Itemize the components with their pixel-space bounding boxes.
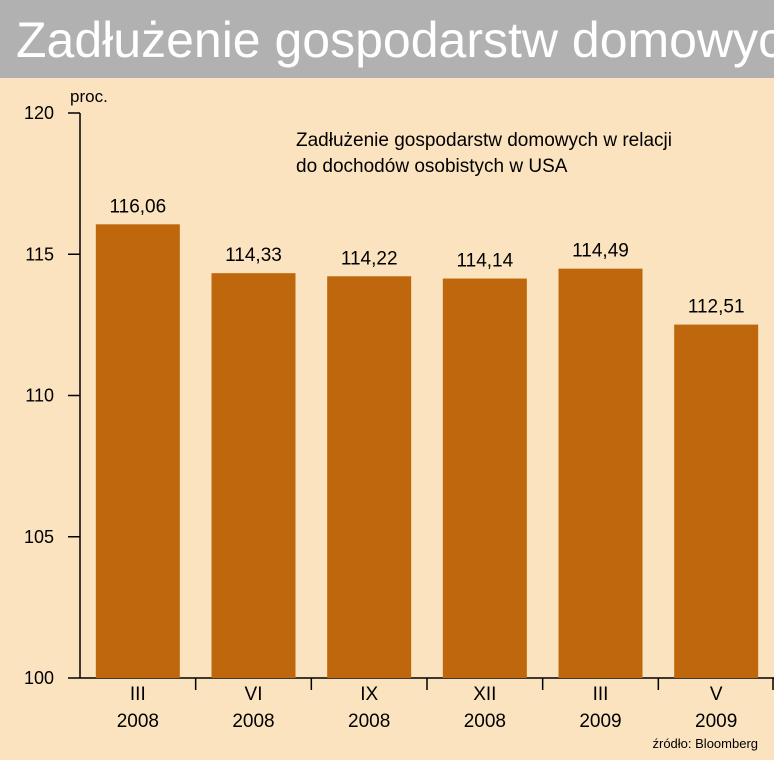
y-tick-label: 120 <box>24 103 54 123</box>
data-label: 114,14 <box>456 251 513 272</box>
x-tick-label: XII <box>473 684 496 705</box>
bar <box>442 278 527 678</box>
y-tick-label: 105 <box>24 527 54 547</box>
bar <box>558 268 643 678</box>
bar <box>211 273 296 678</box>
x-tick-label: III <box>130 684 146 705</box>
x-tick-label: V <box>710 684 723 705</box>
y-tick-label: 110 <box>25 386 54 406</box>
x-tick-label: III <box>593 684 609 705</box>
x-tick-label: IX <box>360 684 378 705</box>
y-tick-label: 115 <box>25 244 54 264</box>
data-label: 116,06 <box>109 196 166 217</box>
y-tick-label: 100 <box>24 668 54 688</box>
title-bar: Zadłużenie gospodarstw domowych <box>0 0 774 78</box>
x-tick-label: 2008 <box>348 711 390 732</box>
x-tick-label: 2008 <box>232 711 274 732</box>
data-label: 112,51 <box>688 297 745 318</box>
chart-subtitle: Zadłużenie gospodarstw domowych w relacj… <box>296 130 672 151</box>
x-tick-label: 2009 <box>695 711 737 732</box>
x-tick-label: 2008 <box>117 711 159 732</box>
x-tick-label: VI <box>245 684 263 705</box>
bar <box>327 276 412 678</box>
y-axis-label: proc. <box>70 87 108 106</box>
data-label: 114,33 <box>225 245 282 266</box>
source-note: źródło: Bloomberg <box>652 736 759 751</box>
page-title: Zadłużenie gospodarstw domowych <box>16 12 774 68</box>
bar <box>674 324 759 678</box>
data-label: 114,22 <box>341 248 398 269</box>
x-tick-label: 2008 <box>464 711 506 732</box>
x-tick-label: 2009 <box>579 711 621 732</box>
chart-subtitle: do dochodów osobistych w USA <box>296 156 568 177</box>
bar <box>95 224 180 678</box>
data-label: 114,49 <box>572 241 629 262</box>
